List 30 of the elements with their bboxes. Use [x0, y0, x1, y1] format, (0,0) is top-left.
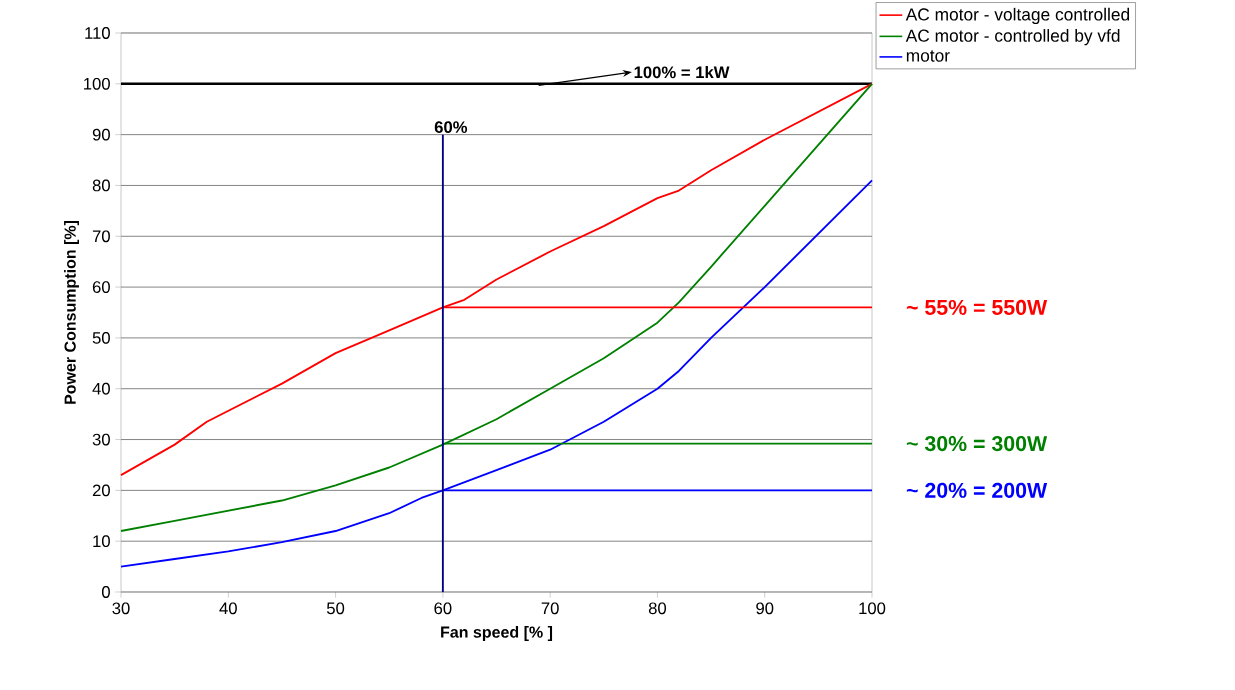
x-tick-label: 70	[541, 602, 559, 615]
y-axis-title: Power Consumption [%]	[64, 220, 79, 404]
y-tick-label: 100	[84, 77, 110, 90]
y-tick-label: 40	[92, 382, 110, 395]
x-tick-label: 100	[859, 602, 886, 615]
y-tick-label: 0	[101, 586, 110, 598]
annotation: 60%	[434, 121, 468, 134]
y-tick-label: 70	[92, 230, 110, 243]
y-tick-label: 20	[92, 484, 110, 497]
ref-line-label: 100% = 1kW	[634, 65, 730, 79]
y-tick-label: 80	[92, 179, 110, 192]
x-tick-label: 90	[756, 602, 774, 615]
legend-label: AC motor - voltage controlled	[905, 7, 1130, 25]
text: ~ 20% = 200W	[906, 482, 1048, 498]
x-axis-title: Fan speed [% ]	[441, 626, 553, 641]
y-tick-label: 90	[92, 128, 110, 141]
x-tick-label: 30	[112, 602, 130, 615]
text: ~ 55% = 550W	[906, 299, 1048, 315]
x-tick-label: 50	[326, 602, 345, 615]
y-tick-label: 110	[85, 27, 110, 39]
text: ~ 30% = 300W	[906, 436, 1048, 452]
y-tick-label: 30	[92, 433, 110, 446]
legend-label: motor	[906, 50, 950, 62]
x-tick-label: 40	[219, 602, 237, 615]
x-tick-label: 60	[434, 602, 452, 615]
y-tick-label: 60	[92, 281, 110, 293]
y-tick-label: 10	[93, 535, 110, 548]
x-tick-label: 80	[648, 602, 667, 615]
legend-label: AC motor - controlled by vfd	[905, 29, 1120, 46]
y-tick-label: 50	[92, 332, 110, 344]
